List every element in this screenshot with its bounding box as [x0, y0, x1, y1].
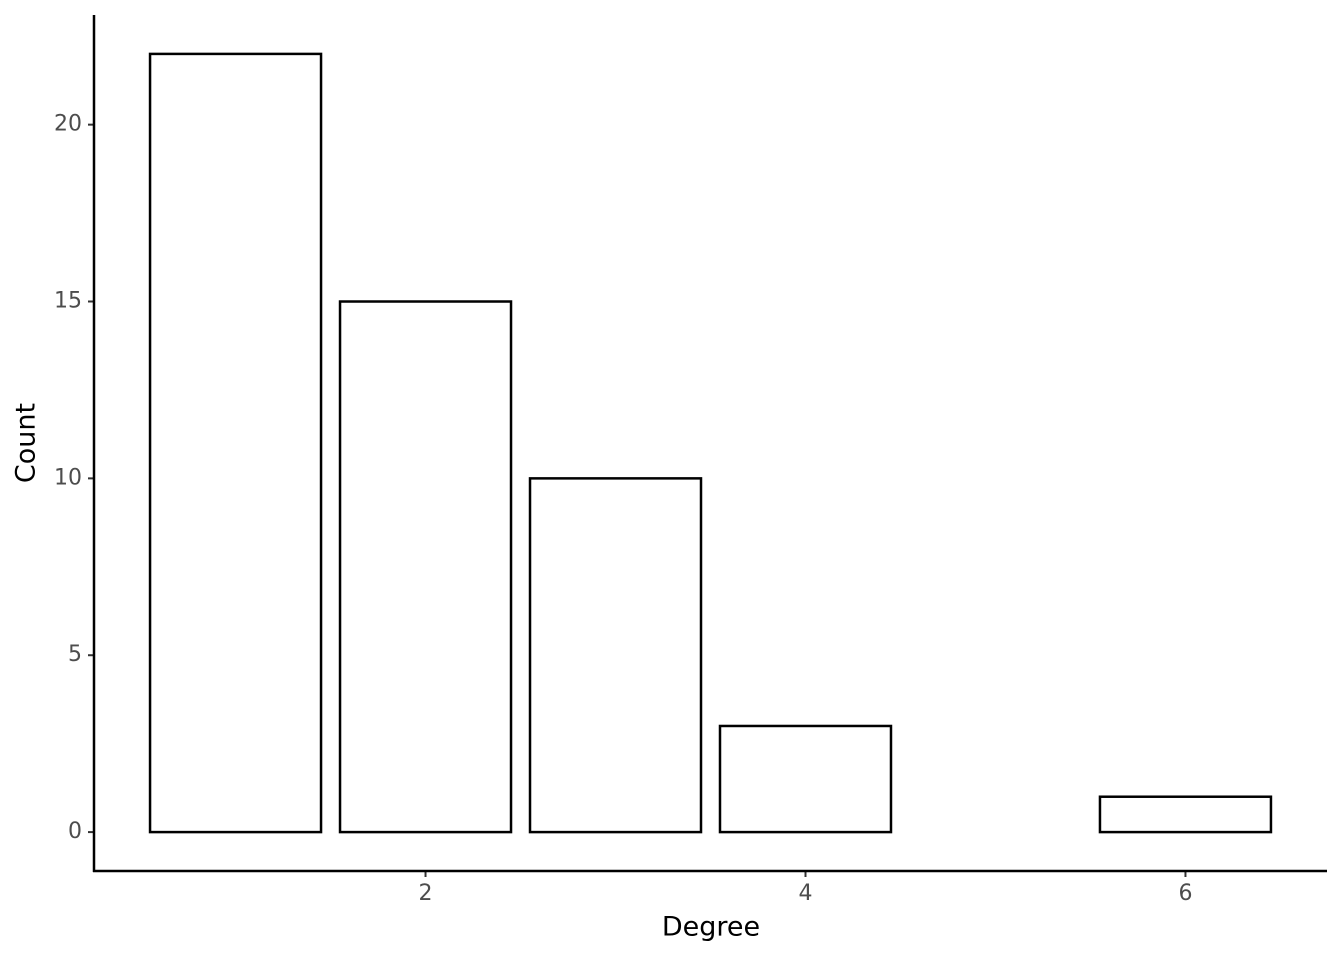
bar	[148, 52, 323, 834]
y-tick-label: 15	[54, 289, 82, 314]
x-tick-label: 2	[419, 881, 433, 906]
y-tick-label: 0	[68, 819, 82, 844]
bar	[718, 724, 893, 834]
bar	[528, 477, 703, 834]
y-tick-label: 20	[54, 112, 82, 137]
x-tick-label: 6	[1178, 881, 1192, 906]
x-tick-label: 4	[798, 881, 812, 906]
bar	[338, 300, 513, 834]
y-axis-title: Count	[11, 403, 42, 483]
y-tick-label: 5	[68, 642, 82, 667]
bar	[1098, 795, 1273, 834]
x-axis-title: Degree	[662, 912, 760, 943]
y-tick-label: 10	[54, 465, 82, 490]
